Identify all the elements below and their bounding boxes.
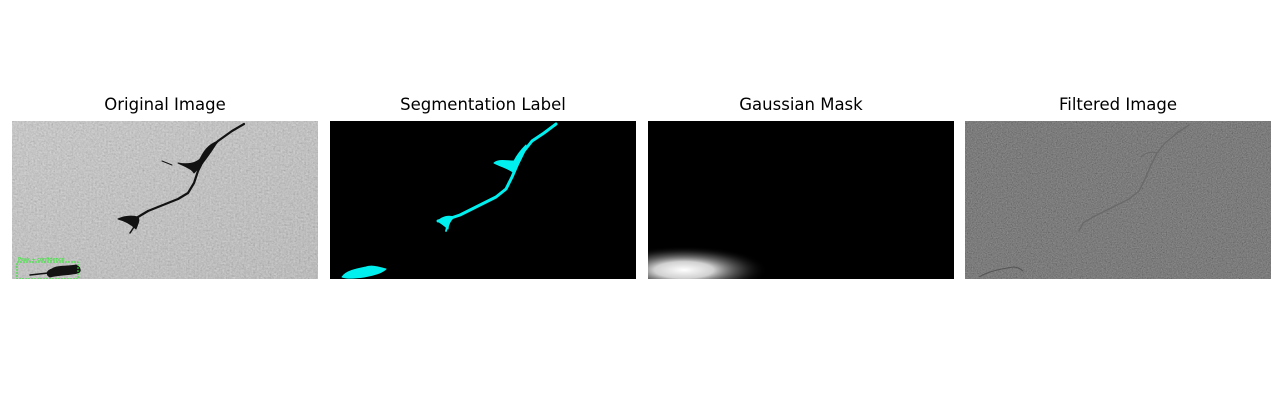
- panel-original-image: Original Image: [12, 0, 318, 400]
- panel-segmentation-label: Segmentation Label: [330, 0, 636, 400]
- panel-title: Original Image: [104, 95, 226, 114]
- panel-filtered-image: Filtered Image: [965, 0, 1271, 400]
- segmentation-image: [330, 121, 636, 279]
- detection-box: [16, 261, 79, 279]
- gaussian-mask-image: [648, 121, 954, 279]
- filtered-image: [965, 121, 1271, 279]
- panel-title: Segmentation Label: [400, 95, 566, 114]
- original-image: Peak + confidence: [12, 121, 318, 279]
- panel-title: Filtered Image: [1058, 95, 1178, 114]
- panel-gaussian-mask: Gaussian Mask: [648, 0, 954, 400]
- detection-box-label: Peak + confidence: [18, 257, 65, 263]
- panel-title: Gaussian Mask: [739, 95, 863, 114]
